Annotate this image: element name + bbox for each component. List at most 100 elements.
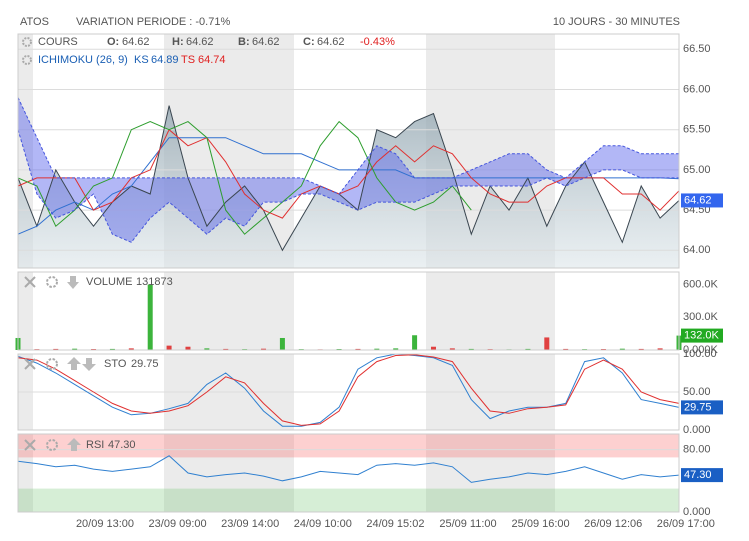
value-tag-label: 132.0K [684, 329, 720, 341]
volume-bar [393, 348, 399, 350]
y-tick-label: 600.0K [683, 278, 719, 290]
ohlc-value: 64.62 [252, 36, 280, 48]
band [18, 488, 679, 512]
up-icon[interactable] [67, 357, 81, 370]
ohlc-value: 64.62 [122, 36, 150, 48]
series-line [17, 129, 679, 243]
volume-bar [374, 348, 380, 350]
volume-bar [468, 348, 474, 350]
volume-bar [449, 348, 455, 350]
y-tick-label: 300.0K [683, 311, 719, 323]
gear-icon[interactable] [22, 37, 32, 47]
indicator: ICHIMOKU (26, 9) [38, 54, 128, 66]
ohlc-value: 64.62 [186, 36, 214, 48]
gear-icon[interactable] [46, 439, 58, 451]
value-tag [681, 400, 723, 415]
x-tick-label: 24/09 10:00 [294, 518, 352, 530]
value-tag [681, 328, 723, 343]
frame: ATOS VARIATION PERIODE : -0.71% 10 JOURS… [17, 16, 680, 513]
x-tick-label: 25/09 11:00 [439, 518, 496, 530]
ichimoku-cloud [18, 97, 679, 243]
legend-title: VOLUME [86, 276, 132, 288]
y-tick-label: 100.00 [683, 348, 717, 360]
legend-value: 47.30 [108, 439, 136, 451]
y-tick-label: 66.50 [683, 43, 711, 55]
series-line [17, 455, 680, 483]
y-tick-label: 0.000 [683, 506, 711, 518]
band [18, 434, 679, 458]
ohlc-value: 64.62 [317, 36, 345, 48]
y-tick-label: 0.000K [683, 344, 719, 356]
x-tick-label: 26/09 17:00 [657, 518, 715, 530]
down-icon[interactable] [67, 276, 79, 289]
y-tick-label: 50.00 [683, 386, 711, 398]
ohlc-key: H: [172, 36, 184, 48]
volume-bar [430, 346, 436, 350]
y-tick-label: 65.00 [683, 164, 711, 176]
series-line [17, 97, 679, 195]
series-line [17, 353, 680, 427]
volume-bar [53, 348, 59, 350]
gear-icon[interactable] [46, 276, 58, 288]
legend-title: STO [104, 358, 127, 370]
volume-bar [223, 348, 229, 350]
volume-bar [261, 348, 267, 350]
volume-bar [657, 348, 663, 350]
volume-bar [355, 348, 361, 350]
ohlc-key: C: [303, 36, 315, 48]
x-tick-label: 26/09 12:06 [584, 518, 642, 530]
down-icon[interactable] [82, 358, 96, 371]
y-tick-label: 80.00 [683, 444, 711, 456]
value-tag-label: 47.30 [684, 469, 712, 481]
volume-bar [619, 348, 625, 350]
y-tick-label: 66.00 [683, 83, 711, 95]
volume-bar [72, 348, 78, 350]
volume-bar [204, 348, 210, 350]
ts-name: TS [181, 54, 195, 66]
volume-bar [412, 335, 418, 350]
value-tag [681, 468, 723, 483]
volume-bar [147, 284, 153, 350]
gear-icon[interactable] [22, 55, 32, 65]
close-icon[interactable] [24, 439, 36, 451]
series-line [17, 105, 680, 252]
legend-value: 29.75 [131, 358, 159, 370]
gear-icon[interactable] [46, 358, 58, 370]
close-icon[interactable] [24, 276, 36, 288]
period: 10 JOURS - 30 MINUTES [553, 16, 680, 28]
y-tick-label: 65.50 [683, 124, 711, 136]
legend-title: COURS [38, 36, 78, 48]
ks-value: 64.89 [151, 54, 179, 66]
x-tick-label: 23/09 09:00 [149, 518, 207, 530]
legend-title: RSI [86, 439, 104, 451]
ts-value: 64.74 [198, 54, 226, 66]
volume-bar [525, 348, 531, 350]
ohlc-key: O: [107, 36, 119, 48]
y-tick-label: 0.000 [683, 424, 711, 436]
volume-bar [166, 345, 172, 350]
close-icon[interactable] [24, 358, 36, 370]
price-area [18, 105, 679, 268]
day-shading [18, 34, 679, 512]
volume-bar [279, 337, 285, 350]
volume-bar [185, 346, 191, 350]
change: -0.43% [360, 36, 395, 48]
x-tick-label: 23/09 14:00 [221, 518, 279, 530]
volume-bar [563, 348, 569, 350]
symbol: ATOS [20, 16, 49, 28]
legend-value: 131873 [136, 276, 173, 288]
series-line [17, 354, 680, 426]
volume-bar [638, 348, 644, 350]
x-tick-label: 24/09 15:02 [366, 518, 424, 530]
x-tick-label: 20/09 13:00 [76, 518, 134, 530]
volume-bar [544, 337, 550, 350]
plot-area: 20/09 13:00 23/09 09:00 23/09 14:00 24/09 1… [15, 43, 723, 530]
value-tag [681, 193, 723, 208]
series-line [17, 128, 680, 219]
up-icon[interactable] [67, 438, 81, 451]
volume-bar [109, 348, 115, 350]
value-tag-label: 64.62 [684, 194, 712, 206]
variation: VARIATION PERIODE : -0.71% [76, 16, 230, 28]
y-tick-label: 64.00 [683, 244, 711, 256]
